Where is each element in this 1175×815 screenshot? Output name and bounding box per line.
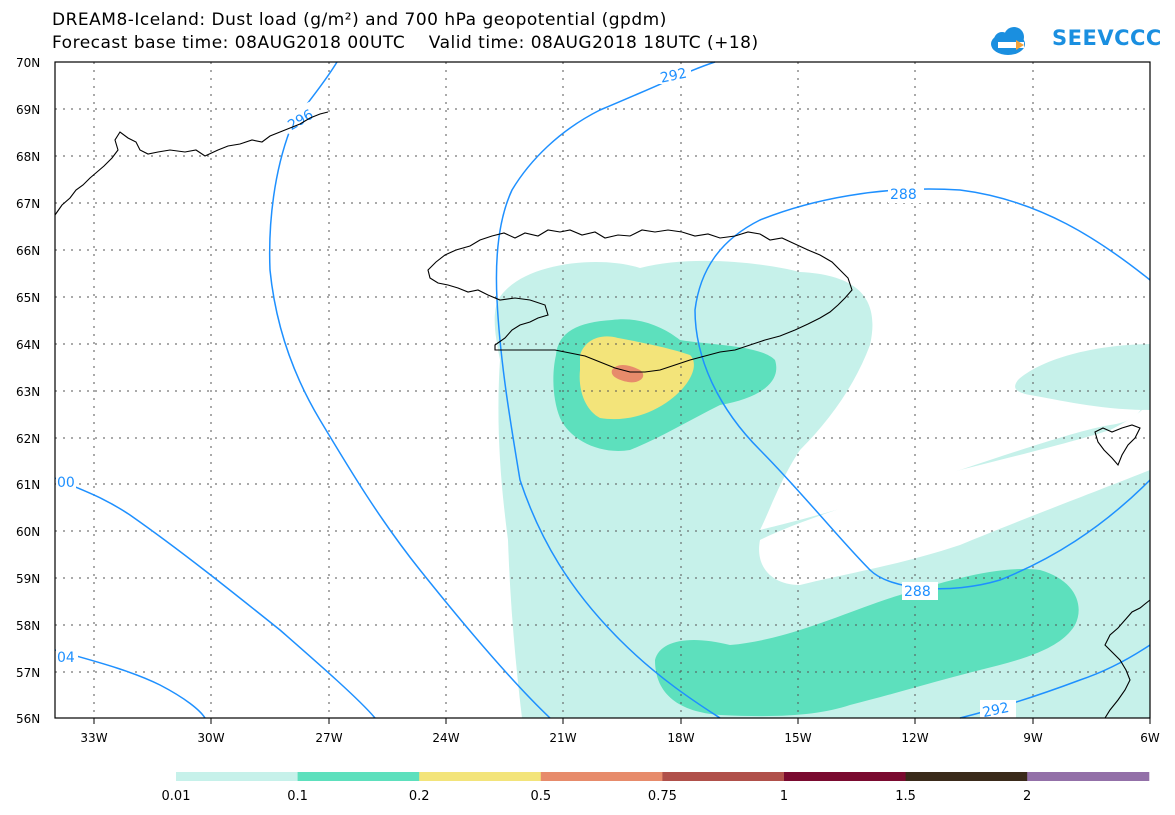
colorbar-label: 0.5: [530, 789, 551, 804]
colorbar-label: 0.2: [409, 789, 430, 804]
dust-gap: [759, 395, 1150, 585]
scotland-coast: [1104, 599, 1151, 719]
colorbar-swatch: [419, 772, 542, 781]
colorbar-swatch: [905, 772, 1028, 781]
colorbar-swatch: [297, 772, 420, 781]
faroe-coast: [1094, 424, 1141, 467]
lat-label: 61N: [16, 478, 40, 492]
cloud-logo-icon: [991, 27, 1025, 55]
dust-area-0.1-south: [655, 569, 1079, 717]
lat-label: 59N: [16, 572, 40, 586]
lon-label: 18W: [667, 731, 694, 745]
colorbar-label: 2: [1023, 789, 1031, 804]
contour-label: 292: [659, 66, 688, 87]
lat-label: 70N: [16, 56, 40, 70]
lat-label: 69N: [16, 103, 40, 117]
greenland-coast: [54, 111, 329, 216]
lon-label: 6W: [1140, 731, 1160, 745]
colorbar-label: 0.01: [162, 789, 191, 804]
lat-label: 63N: [16, 385, 40, 399]
contour-288: [694, 188, 1151, 590]
lon-label: 12W: [901, 731, 928, 745]
contour-label-boxes: [56, 66, 1016, 718]
lat-label: 60N: [16, 525, 40, 539]
colorbar-swatch: [662, 772, 785, 781]
contour-label: 288: [904, 584, 931, 600]
graticule: [55, 62, 1150, 718]
colorbar-label: 1: [780, 789, 788, 804]
lat-label: 65N: [16, 291, 40, 305]
contour-label: 00: [57, 475, 75, 491]
lat-label: 62N: [16, 432, 40, 446]
lon-label: 27W: [315, 731, 342, 745]
iceland-coast: [427, 229, 853, 373]
logo-text: SEEVCCC: [1052, 26, 1162, 50]
lon-label: 15W: [784, 731, 811, 745]
colorbar-swatch: [1027, 772, 1150, 781]
contour-label: 292: [981, 700, 1010, 721]
colorbar-label: 0.1: [287, 789, 308, 804]
lat-label: 57N: [16, 666, 40, 680]
map-title: DREAM8-Iceland: Dust load (g/m²) and 700…: [52, 10, 667, 30]
lat-label: 66N: [16, 244, 40, 258]
contour-label: 04: [57, 650, 75, 666]
contour-292-main: [495, 61, 721, 719]
colorbar-label: 1.5: [895, 789, 916, 804]
coastlines: [54, 111, 1151, 719]
dust-shading: [494, 260, 1150, 718]
colorbar-swatch: [540, 772, 663, 781]
colorbar-label: 0.75: [648, 789, 677, 804]
colorbar-swatch: [176, 772, 299, 781]
lat-label: 56N: [16, 712, 40, 726]
lat-label: 58N: [16, 619, 40, 633]
longitude-labels: 33W 30W 27W 24W 21W 18W 15W 12W 9W 6W: [80, 731, 1159, 745]
contour-304: [54, 649, 206, 719]
lon-label: 9W: [1023, 731, 1043, 745]
contour-label: 288: [890, 187, 917, 203]
colorbar-swatch: [784, 772, 907, 781]
contour-300: [54, 477, 376, 719]
map-frame: [54, 61, 1151, 719]
dust-area-east: [1015, 344, 1150, 410]
lon-label: 33W: [80, 731, 107, 745]
lat-label: 67N: [16, 197, 40, 211]
lon-label: 30W: [197, 731, 224, 745]
lat-label: 68N: [16, 150, 40, 164]
lon-label: 24W: [432, 731, 459, 745]
map-subtitle: Forecast base time: 08AUG2018 00UTC Vali…: [52, 33, 759, 53]
latitude-labels: 70N 69N 68N 67N 66N 65N 64N 63N 62N 61N …: [16, 56, 40, 726]
colorbar: 0.01 0.1 0.2 0.5 0.75 1 1.5 2: [162, 772, 1150, 804]
lat-label: 64N: [16, 338, 40, 352]
lon-label: 21W: [549, 731, 576, 745]
